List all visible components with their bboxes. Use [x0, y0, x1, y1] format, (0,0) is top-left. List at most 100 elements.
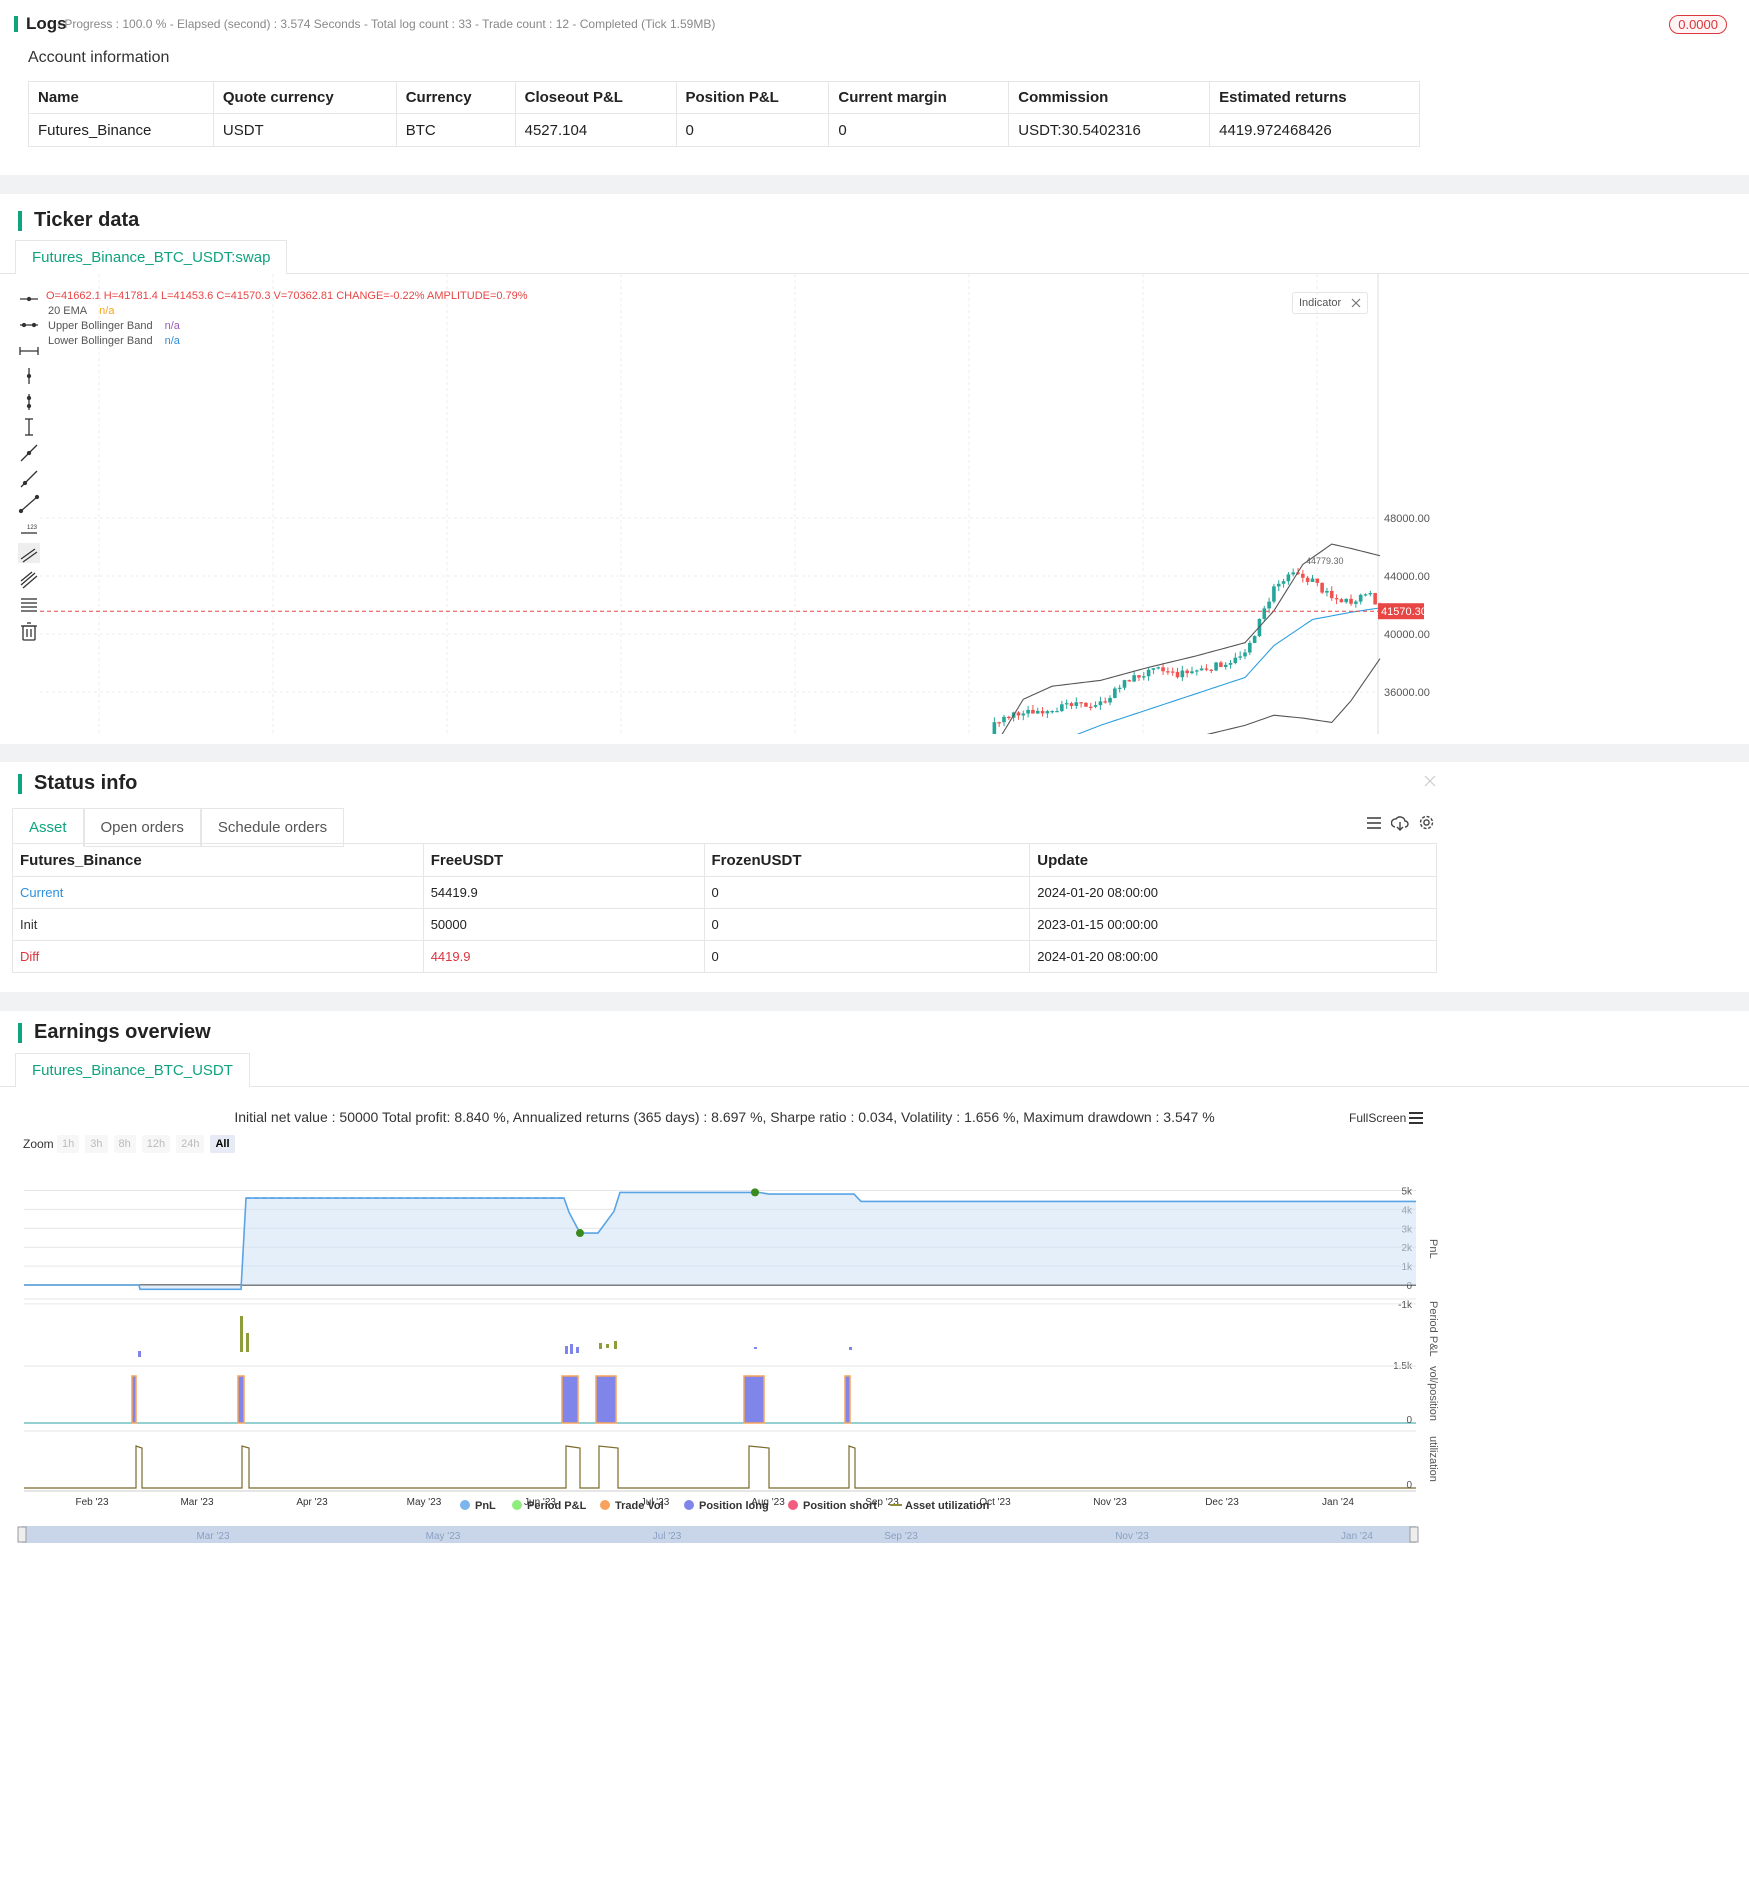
indicator-button[interactable]: Indicator — [1292, 292, 1368, 314]
status-cell: 4419.9 — [422, 940, 705, 973]
legend-dot-icon — [600, 1500, 610, 1510]
account-col-header: Closeout P&L — [514, 81, 677, 114]
legend-item[interactable]: Period P&L — [512, 1500, 587, 1512]
close-icon[interactable] — [1423, 774, 1437, 788]
utilization-y-tick: 0 — [1406, 1480, 1412, 1491]
zoom-12h-button[interactable]: 12h — [141, 1135, 171, 1153]
candle-body — [1069, 703, 1074, 706]
zoom-24h-button[interactable]: 24h — [176, 1135, 205, 1153]
position-long-block — [844, 1375, 851, 1424]
logs-badge: 0.0000 — [1669, 15, 1727, 34]
candle-body — [1161, 667, 1165, 672]
asset-table: Futures_Binance FreeUSDT FrozenUSDT Update … — [12, 843, 1437, 973]
legend-item[interactable]: Position long — [684, 1500, 769, 1512]
x-tick-label: May '23 — [407, 1497, 442, 1508]
candle-body — [1074, 702, 1079, 706]
candle-body — [1185, 670, 1189, 674]
tab-earnings-symbol[interactable]: Futures_Binance_BTC_USDT — [15, 1053, 250, 1087]
candle-body — [1180, 670, 1185, 678]
status-cell: 54419.9 — [422, 876, 705, 909]
legend-dot-icon — [684, 1500, 694, 1510]
x-tick-label: Oct '23 — [979, 1497, 1011, 1508]
candle-body — [1334, 598, 1339, 600]
horizontal-line-icon — [20, 296, 38, 302]
list-icon[interactable] — [1366, 815, 1382, 831]
x-tick-label: Jul '23 — [641, 1497, 670, 1508]
menu-icon[interactable] — [1408, 1111, 1424, 1125]
navigator-tick: Jan '24 — [1341, 1531, 1373, 1542]
candle-body — [1325, 590, 1329, 593]
candle-body — [1305, 577, 1310, 582]
performance-summary: Initial net value : 50000 Total profit: … — [234, 1109, 1215, 1125]
status-cell: 2023-01-15 00:00:00 — [1029, 908, 1437, 941]
tab-ticker-symbol[interactable]: Futures_Binance_BTC_USDT:swap — [15, 240, 288, 274]
candle-body — [1166, 671, 1170, 673]
pnl-y-tick: 0 — [1406, 1281, 1412, 1292]
status-col-header: FrozenUSDT — [703, 843, 1031, 877]
candle-body — [1315, 578, 1320, 583]
period-pnl-bar — [565, 1346, 568, 1354]
candle-body — [1060, 704, 1064, 712]
period-pnl-bar — [754, 1347, 757, 1349]
gear-icon[interactable] — [1418, 814, 1435, 831]
candle-body — [1132, 675, 1136, 682]
zoom-3h-button[interactable]: 3h — [85, 1135, 108, 1153]
period-pnl-bar — [849, 1347, 852, 1350]
candle-body — [1035, 710, 1040, 714]
upper-bollinger-line — [1001, 543, 1381, 734]
legend-item[interactable]: Position short — [788, 1500, 877, 1512]
candle-body — [1117, 687, 1122, 689]
zoom-8h-button[interactable]: 8h — [113, 1135, 136, 1153]
period-pnl-bar — [570, 1344, 573, 1354]
account-cell: 4527.104 — [514, 113, 677, 147]
tab-open-orders[interactable]: Open orders — [83, 808, 201, 847]
y-tick-label: 44000.00 — [1384, 571, 1430, 583]
cloud-download-icon[interactable] — [1391, 814, 1409, 832]
account-cell: 4419.972468426 — [1209, 113, 1420, 147]
legend-dot-icon — [788, 1500, 798, 1510]
zoom-1h-button[interactable]: 1h — [57, 1135, 80, 1153]
lower-bollinger-line — [1206, 658, 1381, 734]
ticker-title: Ticker data — [18, 209, 139, 232]
utilization-line — [24, 1445, 1416, 1489]
account-col-header: Current margin — [828, 81, 1010, 114]
candlestick-chart[interactable]: 48000.0044000.0040000.0036000.0032000.00… — [0, 274, 1440, 734]
candle-body — [1170, 671, 1175, 673]
zoom-All-button[interactable]: All — [210, 1135, 235, 1153]
status-cell: Init — [12, 908, 424, 941]
tab-schedule-orders[interactable]: Schedule orders — [200, 808, 345, 847]
candle-body — [1349, 598, 1353, 604]
y-tick-label: 36000.00 — [1384, 687, 1430, 699]
candle-body — [1276, 583, 1281, 587]
legend-label: Trade Vol — [615, 1500, 664, 1512]
zoom-buttons: 1h 3h 8h 12h 24h All — [57, 1135, 235, 1153]
legend-item[interactable]: PnL — [460, 1500, 496, 1512]
drawing-toolbar[interactable]: 123 — [18, 291, 40, 651]
period-pnl-bar — [614, 1341, 617, 1349]
candle-body — [1040, 710, 1045, 714]
account-col-header: Currency — [395, 81, 516, 114]
fullscreen-button[interactable]: FullScreen — [1349, 1111, 1407, 1125]
legend-item[interactable]: Asset utilization — [890, 1500, 990, 1512]
tab-asset[interactable]: Asset — [12, 808, 84, 847]
table-row: Diff 4419.9 0 2024-01-20 08:00:00 — [12, 940, 1437, 973]
period-pnl-bar — [246, 1333, 249, 1352]
candle-body — [1175, 671, 1180, 678]
legend-label: Position short — [803, 1500, 877, 1512]
legend-item[interactable]: Trade Vol — [600, 1500, 664, 1512]
fib-retracement-icon — [21, 598, 37, 612]
candle-body — [1050, 711, 1054, 713]
logs-summary: - Progress : 100.0 % - Elapsed (second) … — [57, 17, 716, 31]
candle-body — [1199, 668, 1204, 671]
period-pnl-bar — [138, 1351, 141, 1357]
status-cell: Current — [12, 876, 424, 909]
indicator-button-label: Indicator — [1299, 297, 1342, 309]
candle-body — [1209, 669, 1214, 671]
candles — [992, 567, 1382, 734]
candle-body — [992, 722, 997, 734]
status-panel: Status info Asset Open orders Schedule ord… — [0, 762, 1749, 992]
candle-body — [1113, 688, 1117, 698]
status-cell: 50000 — [422, 908, 705, 941]
earnings-panel: Earnings overview Futures_Binance_BTC_US… — [0, 1011, 1749, 1892]
